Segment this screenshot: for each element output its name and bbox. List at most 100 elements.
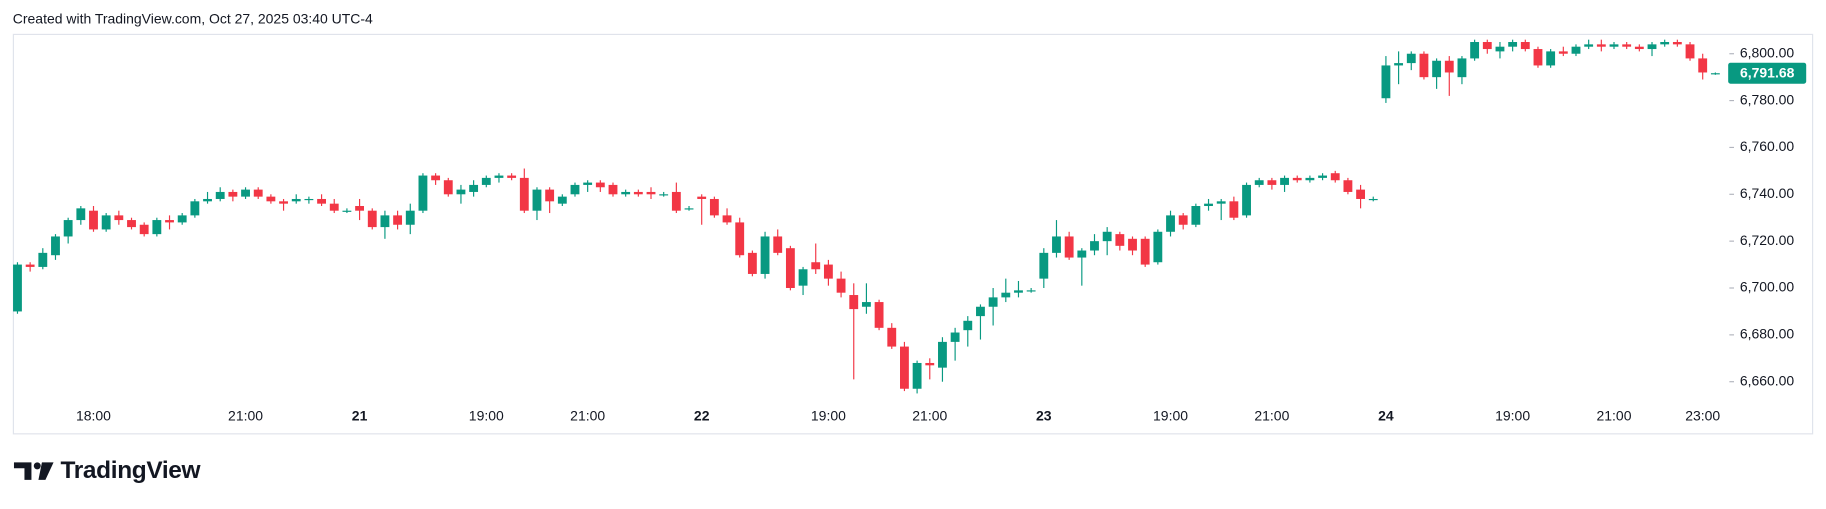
candle-body bbox=[1622, 44, 1632, 47]
candle-body bbox=[1204, 203, 1213, 207]
candle-body bbox=[177, 215, 187, 223]
candle-body bbox=[291, 198, 301, 202]
candle-body bbox=[595, 182, 605, 188]
candle-body bbox=[63, 220, 73, 237]
candle-body bbox=[988, 297, 998, 307]
candle-body bbox=[76, 208, 86, 221]
candle-body bbox=[89, 210, 98, 230]
candle-body bbox=[1698, 58, 1708, 73]
candle-body bbox=[583, 182, 593, 185]
candle-body bbox=[481, 177, 491, 185]
candle-body bbox=[1533, 49, 1543, 66]
candle-body bbox=[203, 198, 212, 202]
y-tick-label: 6,760.00 bbox=[1740, 138, 1795, 154]
candle-body bbox=[633, 191, 643, 195]
candle-body bbox=[241, 189, 250, 197]
candle-body bbox=[938, 341, 947, 368]
candle-body bbox=[1444, 60, 1454, 73]
candle-body bbox=[253, 189, 263, 197]
candle-body bbox=[836, 278, 846, 293]
x-tick-label: 19:00 bbox=[811, 408, 846, 424]
x-tick-label: 22 bbox=[694, 408, 710, 424]
candle-body bbox=[1609, 44, 1619, 47]
candle-body bbox=[1254, 180, 1264, 185]
candle-body bbox=[1280, 177, 1289, 185]
candle-body bbox=[1419, 53, 1429, 78]
candle-body bbox=[1191, 206, 1201, 225]
candle-body bbox=[545, 189, 555, 202]
brand-name: TradingView bbox=[61, 457, 202, 484]
candle-body bbox=[1242, 184, 1251, 216]
x-tick-label: 19:00 bbox=[469, 408, 504, 424]
candle-body bbox=[1710, 73, 1720, 75]
candle-body bbox=[925, 362, 935, 366]
y-tick-label: 6,780.00 bbox=[1740, 91, 1795, 107]
x-tick-label: 21:00 bbox=[570, 408, 605, 424]
candle-body bbox=[1090, 241, 1099, 251]
candle-body bbox=[570, 184, 580, 195]
brand-logo: TradingView bbox=[13, 457, 202, 484]
candle-body bbox=[494, 175, 504, 178]
candle-body bbox=[697, 196, 707, 199]
candle-body bbox=[266, 196, 276, 202]
candle-body bbox=[1432, 60, 1442, 78]
chart-frame bbox=[12, 33, 1814, 435]
candle-body bbox=[1267, 180, 1277, 185]
y-tick-label: 6,740.00 bbox=[1740, 185, 1795, 201]
candle-body bbox=[735, 222, 745, 256]
x-tick-label: 21:00 bbox=[1254, 408, 1289, 424]
candle-body bbox=[190, 201, 200, 216]
plot-area: 6,660.00 6,680.00 6,700.00 6,720.00 6,740.00… bbox=[13, 39, 1807, 424]
candle-body bbox=[304, 198, 314, 201]
candle-body bbox=[874, 302, 884, 328]
candle-body bbox=[380, 215, 390, 228]
candle-body bbox=[152, 220, 162, 235]
candle-body bbox=[1014, 290, 1023, 293]
candle-body bbox=[165, 220, 174, 223]
candle-body bbox=[1292, 177, 1302, 181]
candle-body bbox=[1153, 231, 1163, 263]
candle-body bbox=[1039, 252, 1049, 279]
header-text: Created with TradingView.com, Oct 27, 20… bbox=[13, 11, 373, 27]
candle-body bbox=[659, 194, 669, 196]
candle-body bbox=[1394, 63, 1404, 66]
candle-body bbox=[684, 208, 694, 210]
candle-body bbox=[1558, 51, 1568, 54]
candle-body bbox=[1381, 65, 1391, 99]
candle-body bbox=[1495, 46, 1505, 52]
candle-body bbox=[1216, 201, 1226, 204]
candle-body bbox=[1672, 42, 1682, 45]
candle-body bbox=[1508, 42, 1518, 47]
candle-body bbox=[1318, 175, 1327, 178]
candle-body bbox=[861, 302, 871, 307]
candle-body bbox=[215, 191, 225, 199]
candle-body bbox=[1368, 198, 1378, 201]
x-tick-label: 19:00 bbox=[1495, 408, 1530, 424]
candle-body bbox=[317, 198, 326, 204]
candle-body bbox=[1166, 215, 1175, 232]
candle-body bbox=[1406, 53, 1416, 64]
candle-body bbox=[1343, 180, 1353, 192]
candle-body bbox=[1356, 189, 1366, 199]
candle-body bbox=[1482, 42, 1492, 50]
candle-body bbox=[963, 320, 973, 331]
candle-body bbox=[709, 198, 719, 216]
candle-body bbox=[507, 175, 517, 178]
y-tick-label: 6,660.00 bbox=[1740, 372, 1795, 388]
y-tick-label: 6,680.00 bbox=[1740, 326, 1795, 342]
candle-body bbox=[1001, 292, 1011, 298]
candle-body bbox=[469, 184, 479, 192]
candle-body bbox=[101, 215, 111, 230]
candle-body bbox=[646, 191, 656, 195]
candle-body bbox=[1229, 201, 1239, 218]
candle-body bbox=[760, 236, 770, 274]
candle-body bbox=[1457, 58, 1467, 78]
candle-body bbox=[367, 210, 377, 228]
x-tick-label: 18:00 bbox=[76, 408, 111, 424]
candle-body bbox=[722, 215, 732, 223]
x-tick-label: 21:00 bbox=[1597, 408, 1632, 424]
candle-body bbox=[1128, 238, 1137, 251]
candle-body bbox=[405, 210, 415, 225]
candle-body bbox=[1470, 42, 1480, 59]
